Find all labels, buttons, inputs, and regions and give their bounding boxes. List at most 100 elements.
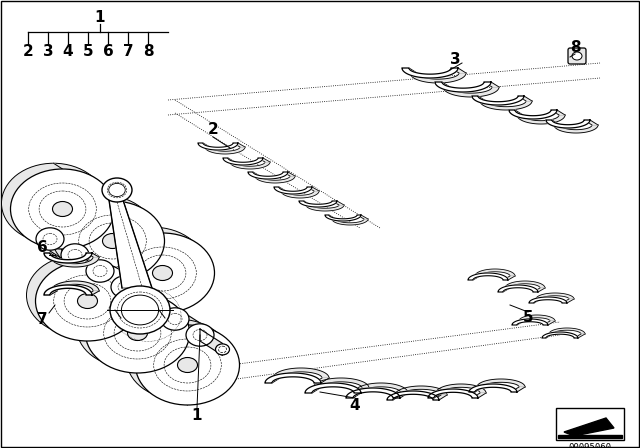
Polygon shape [129, 287, 138, 373]
Ellipse shape [51, 195, 156, 275]
Polygon shape [307, 187, 319, 191]
Text: 4: 4 [349, 397, 360, 413]
Polygon shape [574, 334, 585, 338]
Ellipse shape [186, 324, 214, 346]
Polygon shape [198, 143, 210, 147]
Polygon shape [299, 201, 311, 205]
Ellipse shape [26, 255, 131, 335]
Polygon shape [255, 176, 295, 183]
Ellipse shape [111, 276, 139, 298]
Text: 4: 4 [63, 44, 74, 60]
Polygon shape [44, 253, 92, 263]
Polygon shape [273, 368, 329, 378]
FancyBboxPatch shape [568, 48, 586, 64]
Text: 2: 2 [207, 122, 218, 138]
Polygon shape [428, 389, 478, 398]
Polygon shape [198, 143, 238, 150]
Polygon shape [498, 288, 510, 292]
Polygon shape [346, 388, 400, 398]
Polygon shape [484, 82, 499, 87]
Polygon shape [472, 96, 486, 101]
Polygon shape [54, 163, 63, 249]
Polygon shape [332, 201, 344, 205]
Ellipse shape [102, 227, 205, 307]
Polygon shape [475, 269, 515, 276]
Polygon shape [509, 110, 523, 115]
Polygon shape [477, 379, 525, 387]
Polygon shape [546, 120, 560, 125]
Text: 5: 5 [523, 310, 533, 326]
Polygon shape [305, 388, 320, 393]
Polygon shape [44, 291, 57, 295]
Polygon shape [223, 158, 263, 165]
Polygon shape [451, 68, 466, 73]
Ellipse shape [136, 325, 239, 405]
Polygon shape [436, 384, 486, 393]
Text: 1: 1 [95, 10, 105, 26]
Polygon shape [503, 276, 515, 280]
Polygon shape [512, 321, 524, 325]
Ellipse shape [122, 295, 159, 325]
Polygon shape [313, 378, 369, 388]
Polygon shape [518, 96, 532, 101]
Ellipse shape [216, 344, 230, 355]
Polygon shape [354, 388, 369, 393]
Ellipse shape [10, 169, 115, 249]
Text: 2: 2 [22, 44, 33, 60]
Polygon shape [469, 384, 517, 392]
Polygon shape [546, 120, 590, 128]
Polygon shape [428, 393, 442, 398]
Ellipse shape [61, 201, 164, 281]
Ellipse shape [86, 293, 189, 373]
Polygon shape [533, 288, 545, 292]
Ellipse shape [77, 293, 97, 309]
Polygon shape [387, 395, 401, 400]
Polygon shape [468, 276, 480, 280]
Polygon shape [402, 68, 458, 78]
Ellipse shape [52, 202, 72, 216]
Text: 8: 8 [143, 44, 154, 60]
Polygon shape [325, 215, 361, 221]
Polygon shape [402, 68, 417, 73]
Polygon shape [468, 273, 508, 280]
Polygon shape [536, 293, 574, 299]
Ellipse shape [102, 178, 132, 202]
Text: 7: 7 [123, 44, 133, 60]
Polygon shape [529, 297, 567, 303]
Polygon shape [274, 187, 286, 191]
Polygon shape [410, 73, 466, 83]
Polygon shape [51, 281, 99, 291]
Polygon shape [86, 253, 99, 257]
Polygon shape [86, 291, 99, 295]
Text: 00095060: 00095060 [568, 444, 611, 448]
Polygon shape [511, 387, 525, 392]
Ellipse shape [152, 266, 173, 280]
Polygon shape [562, 299, 574, 303]
Text: 6: 6 [36, 241, 47, 255]
Polygon shape [357, 215, 368, 219]
Polygon shape [205, 147, 245, 154]
Polygon shape [325, 215, 336, 219]
Polygon shape [265, 373, 321, 383]
Ellipse shape [177, 358, 198, 372]
Polygon shape [543, 321, 555, 325]
Polygon shape [154, 227, 163, 313]
Polygon shape [248, 172, 288, 179]
Polygon shape [299, 201, 337, 207]
Polygon shape [306, 205, 344, 211]
Polygon shape [443, 87, 499, 97]
Polygon shape [480, 101, 532, 110]
Polygon shape [50, 227, 200, 347]
Polygon shape [233, 143, 245, 147]
Polygon shape [79, 255, 88, 341]
Ellipse shape [102, 233, 122, 249]
Ellipse shape [127, 319, 230, 399]
Polygon shape [354, 383, 408, 393]
Polygon shape [549, 328, 585, 334]
Polygon shape [332, 219, 368, 225]
Text: 6: 6 [102, 44, 113, 60]
Polygon shape [179, 319, 188, 405]
Ellipse shape [61, 244, 89, 266]
Ellipse shape [35, 261, 140, 341]
Polygon shape [223, 158, 235, 162]
